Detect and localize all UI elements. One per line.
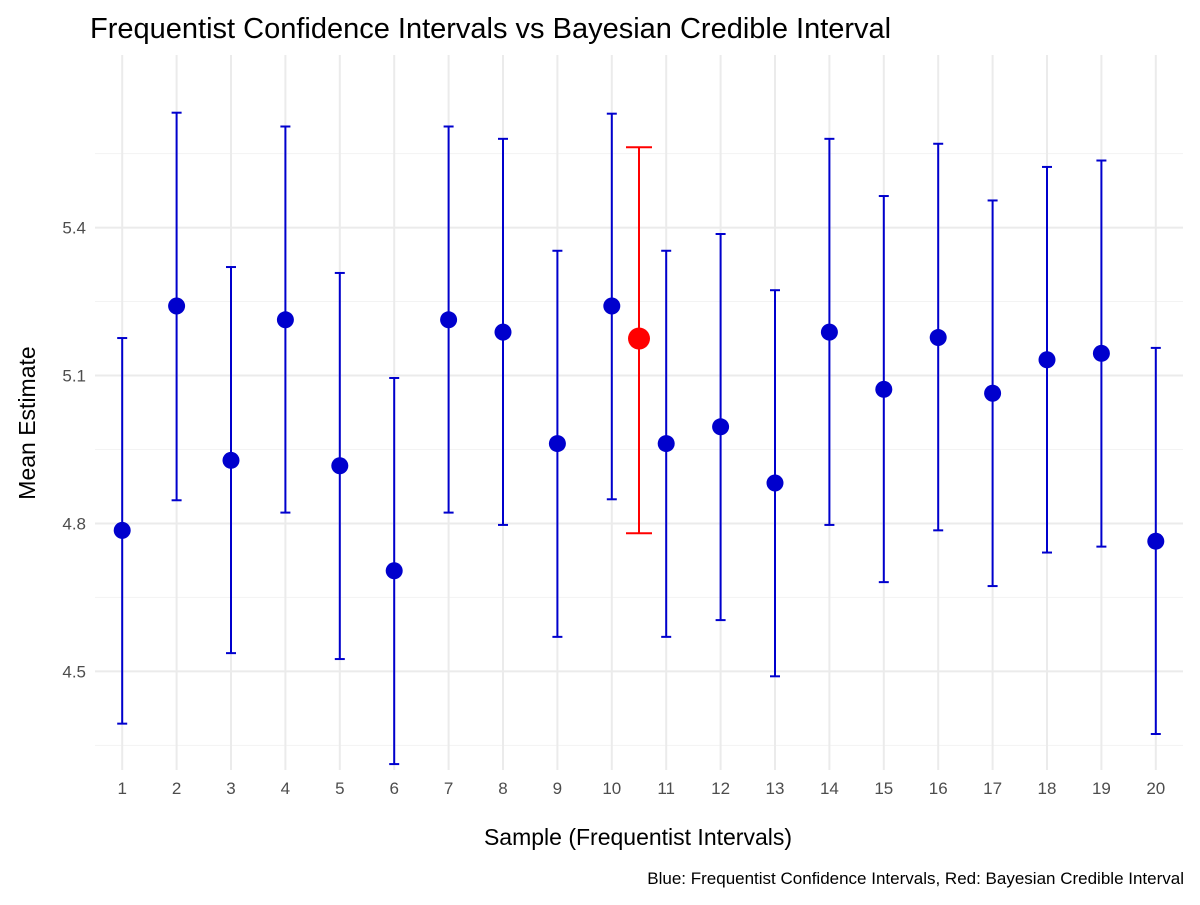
point-0-12 [766,474,784,492]
interval-0-12 [766,289,784,678]
interval-0-2 [222,266,240,655]
x-tick-label-13: 14 [820,779,839,798]
x-tick-label-17: 18 [1038,779,1057,798]
x-axis-ticks: 1 2 3 4 5 6 7 8 9 10 11 12 13 14 15 16 17 18 19 20 [117,779,1165,798]
x-tick-label-1: 2 [172,779,181,798]
point-0-14 [875,380,893,398]
interval-0-10 [657,249,675,638]
x-tick-label-18: 19 [1092,779,1111,798]
point-0-0 [113,521,131,539]
point-0-17 [1038,351,1056,369]
interval-0-17 [1038,165,1056,554]
point-0-11 [712,418,730,436]
y-axis-ticks: 4.5 4.8 5.1 5.4 [62,219,86,682]
interval-0-18 [1092,159,1110,548]
x-axis-title: Sample (Frequentist Intervals) [484,824,792,850]
y-tick-label-1: 4.8 [62,514,86,533]
y-tick-label-2: 5.1 [62,367,86,386]
x-tick-label-2: 3 [226,779,235,798]
point-0-13 [820,323,838,341]
point-2-0 [628,327,650,350]
point-0-3 [276,311,294,329]
point-0-6 [440,311,458,329]
chart-caption: Blue: Frequentist Confidence Intervals, … [647,869,1184,888]
point-0-8 [548,435,566,453]
x-tick-label-7: 8 [498,779,507,798]
y-axis-title: Mean Estimate [14,346,40,499]
interval-1-0 [1147,346,1165,736]
point-0-1 [168,297,186,315]
x-tick-label-6: 7 [444,779,453,798]
point-0-10 [657,435,675,453]
interval-0-4 [331,271,349,661]
interval-0-14 [875,195,893,584]
x-tick-label-14: 15 [874,779,893,798]
x-tick-label-11: 12 [711,779,730,798]
point-0-4 [331,457,349,475]
interval-0-3 [276,125,294,514]
interval-0-0 [113,337,131,725]
interval-0-13 [820,137,838,526]
x-tick-label-12: 13 [766,779,785,798]
point-0-7 [494,323,512,341]
point-0-15 [929,329,947,347]
y-tick-label-0: 4.5 [62,662,86,681]
x-tick-label-0: 1 [117,779,126,798]
interval-0-7 [494,137,512,526]
interval-0-9 [603,112,621,501]
point-0-5 [385,562,403,580]
x-tick-label-19: 20 [1146,779,1165,798]
point-0-2 [222,451,240,469]
interval-0-16 [984,199,1002,588]
point-0-18 [1092,344,1110,362]
x-tick-label-4: 5 [335,779,344,798]
x-tick-label-10: 11 [657,779,675,798]
x-tick-label-3: 4 [281,779,290,798]
x-tick-label-15: 16 [929,779,948,798]
interval-0-6 [440,125,458,514]
x-tick-label-8: 9 [553,779,562,798]
interval-0-15 [929,142,947,532]
x-tick-label-9: 10 [602,779,621,798]
interval-0-5 [385,376,403,766]
point-0-16 [984,384,1002,402]
x-tick-label-5: 6 [389,779,398,798]
interval-2-0 [626,146,652,535]
interval-0-1 [168,111,186,502]
chart-title: Frequentist Confidence Intervals vs Baye… [90,13,891,45]
point-1-0 [1147,532,1165,550]
interval-0-8 [548,249,566,638]
marks-layer [113,111,1165,766]
interval-0-11 [712,232,730,622]
x-tick-label-16: 17 [983,779,1002,798]
point-0-9 [603,297,621,315]
y-tick-label-3: 5.4 [62,219,86,238]
